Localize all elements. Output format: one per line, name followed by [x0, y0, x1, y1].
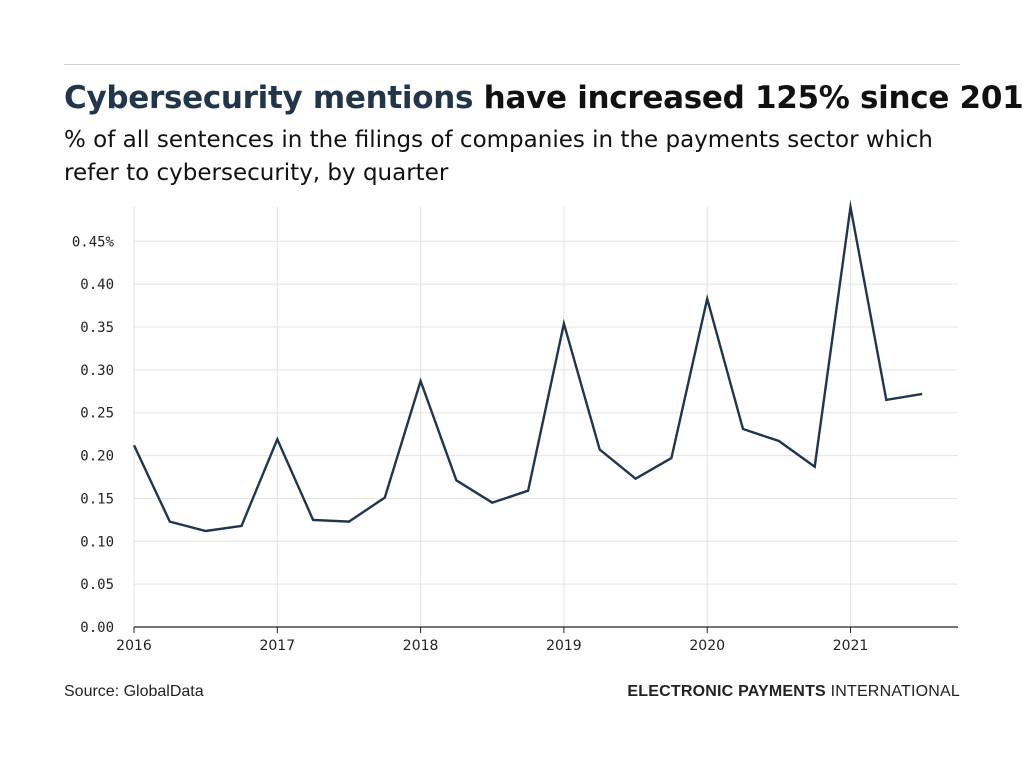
x-axis: 2016 2017 2018 2019 2020 2021	[116, 626, 958, 654]
y-tick-label: 0.25	[80, 406, 114, 422]
title-rest: have increased 125% since 2016	[473, 80, 1024, 116]
source-note: Source: GlobalData	[64, 683, 204, 700]
y-tick-label: 0.20	[80, 449, 114, 465]
y-tick-label: 0.40	[80, 277, 114, 293]
y-tick-label: 0.10	[80, 534, 114, 550]
y-tick-label: 0.05	[80, 577, 114, 593]
brand-bold-text: ELECTRONIC PAYMENTS	[627, 683, 826, 700]
x-tick-label: 2016	[116, 638, 152, 654]
y-tick-label: 0.00	[80, 620, 114, 636]
y-axis: 0.00 0.05 0.10 0.15 0.20 0.25 0.30 0.35 0.40 0.45…	[72, 234, 115, 636]
series-line	[132, 199, 923, 533]
y-tick-label: 0.35	[80, 320, 114, 336]
x-tick-label: 2018	[403, 638, 439, 654]
y-tick-label: 0.15	[80, 491, 114, 507]
brand-light-text: INTERNATIONAL	[825, 683, 960, 700]
x-tick-label: 2021	[833, 638, 869, 654]
title-highlight: Cybersecurity mentions	[64, 80, 474, 116]
series-group	[132, 199, 923, 533]
x-tick-label: 2017	[259, 638, 295, 654]
publisher-logo: ELECTRONIC PAYMENTS INTERNATIONAL	[627, 683, 960, 701]
x-tick-label: 2019	[546, 638, 582, 654]
chart-title: Cybersecurity mentions have increased 12…	[64, 80, 1024, 116]
y-tick-label: 0.30	[80, 363, 114, 379]
y-tick-label: 0.45%	[72, 234, 115, 250]
chart-subtitle: % of all sentences in the filings of com…	[64, 127, 933, 186]
top-divider	[64, 64, 960, 65]
grid-lines	[133, 207, 958, 627]
x-tick-label: 2020	[689, 638, 725, 654]
